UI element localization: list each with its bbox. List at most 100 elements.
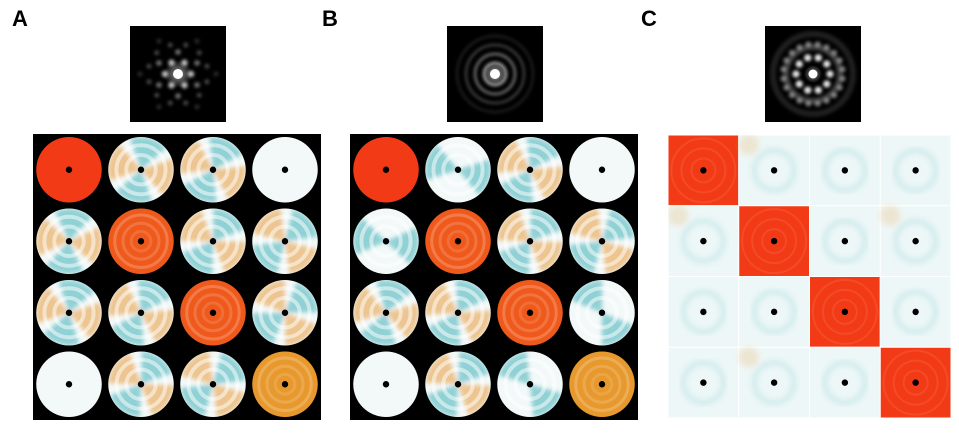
cell-ring	[268, 224, 302, 258]
cell-blob	[738, 135, 759, 155]
cell-center-dot	[912, 379, 919, 386]
cell-ring	[431, 357, 485, 411]
cell-center-dot	[841, 379, 849, 386]
cell-ring	[513, 367, 547, 401]
cell-ring	[186, 214, 240, 268]
cell-center-dot	[598, 166, 606, 173]
cell-ring	[114, 286, 168, 340]
cell-ring	[258, 214, 312, 268]
cell-center-dot	[281, 381, 289, 388]
cell-ring	[359, 214, 413, 268]
matrix-cell	[738, 346, 810, 418]
matrix-cell	[180, 208, 246, 274]
diffraction-spot	[831, 92, 838, 99]
cell-ring	[185, 285, 241, 341]
diffraction-spot	[814, 86, 822, 94]
diffraction-spot	[805, 41, 812, 48]
cell-center-dot	[65, 309, 73, 316]
diffraction-spot	[796, 97, 803, 104]
diffraction-spot	[783, 84, 790, 91]
cell-ring	[196, 367, 230, 401]
cell-ring	[680, 147, 727, 194]
cell-ring	[186, 143, 240, 197]
correlation-matrix-c	[668, 135, 951, 418]
cell-ring	[590, 372, 614, 396]
diffraction-spot	[196, 92, 202, 98]
cell-ring	[129, 229, 153, 253]
cell-ring	[751, 289, 797, 335]
cell-ring	[438, 221, 478, 261]
diffraction-ring	[456, 35, 534, 113]
cell-ring	[503, 143, 557, 197]
panel-label-b: B	[322, 6, 338, 31]
matrix-cell	[353, 208, 419, 274]
diffraction-center-spot	[173, 69, 183, 79]
cell-center-dot	[382, 166, 390, 173]
diffraction-spot	[156, 38, 162, 44]
matrix-cell	[252, 351, 318, 417]
diffraction-spot	[780, 75, 787, 82]
cell-ring	[431, 286, 485, 340]
matrix-cell	[879, 205, 951, 277]
cell-center-dot	[137, 309, 145, 316]
diffraction-spot	[823, 97, 830, 104]
cell-ring	[680, 218, 726, 264]
diffraction-spot	[836, 84, 843, 91]
diffraction-spot	[788, 49, 795, 56]
cell-center-dot	[598, 381, 606, 388]
diffraction-spot	[183, 42, 189, 48]
diffraction-spot	[167, 42, 173, 48]
diffraction-spot	[795, 60, 803, 68]
diffraction-thumbnail-a	[130, 26, 226, 122]
cell-ring	[831, 298, 858, 325]
cell-center-dot	[209, 381, 217, 388]
cell-center-dot	[598, 309, 606, 316]
diffraction-ring	[465, 44, 525, 104]
cell-center-dot	[454, 381, 462, 388]
cell-center-dot	[700, 167, 707, 174]
diffraction-spot	[805, 100, 812, 107]
matrix-cell	[809, 276, 881, 348]
cell-center-dot	[526, 381, 534, 388]
cell-ring	[822, 360, 868, 406]
diffraction-spot	[194, 82, 200, 88]
diffraction-thumbnail-c	[765, 26, 861, 122]
cell-ring	[265, 364, 305, 404]
matrix-cell	[425, 208, 491, 274]
cell-center-dot	[526, 238, 534, 245]
cell-ring	[574, 356, 630, 412]
matrix-cell	[738, 276, 810, 348]
cell-ring	[518, 301, 542, 325]
matrix-cell	[497, 137, 563, 203]
cell-center-dot	[526, 309, 534, 316]
cell-ring	[585, 296, 619, 330]
cell-ring	[268, 296, 302, 330]
matrix-cell	[36, 137, 102, 203]
cell-ring	[359, 286, 413, 340]
diffraction-spot	[839, 66, 846, 73]
diffraction-spot	[814, 100, 821, 107]
diffraction-spot	[780, 66, 787, 73]
panel-label-a: A	[12, 6, 28, 31]
matrix-cell	[425, 137, 491, 203]
diffraction-spot	[156, 60, 162, 66]
cell-ring	[582, 364, 622, 404]
cell-ring	[273, 372, 297, 396]
matrix-cell	[879, 346, 951, 418]
matrix-cell	[879, 276, 951, 348]
diffraction-spot	[804, 86, 812, 94]
cell-ring	[575, 286, 629, 340]
cell-ring	[503, 214, 557, 268]
cell-ring	[52, 224, 86, 258]
matrix-cell	[569, 208, 635, 274]
matrix-cell	[108, 351, 174, 417]
cell-ring	[761, 228, 788, 255]
matrix-cell	[668, 346, 740, 418]
cell-ring	[186, 357, 240, 411]
cell-center-dot	[281, 309, 289, 316]
diffraction-spot	[194, 38, 200, 44]
cell-ring	[822, 218, 868, 264]
diffraction-spot	[156, 82, 162, 88]
matrix-cell	[668, 276, 740, 348]
diffraction-spot	[146, 79, 152, 85]
